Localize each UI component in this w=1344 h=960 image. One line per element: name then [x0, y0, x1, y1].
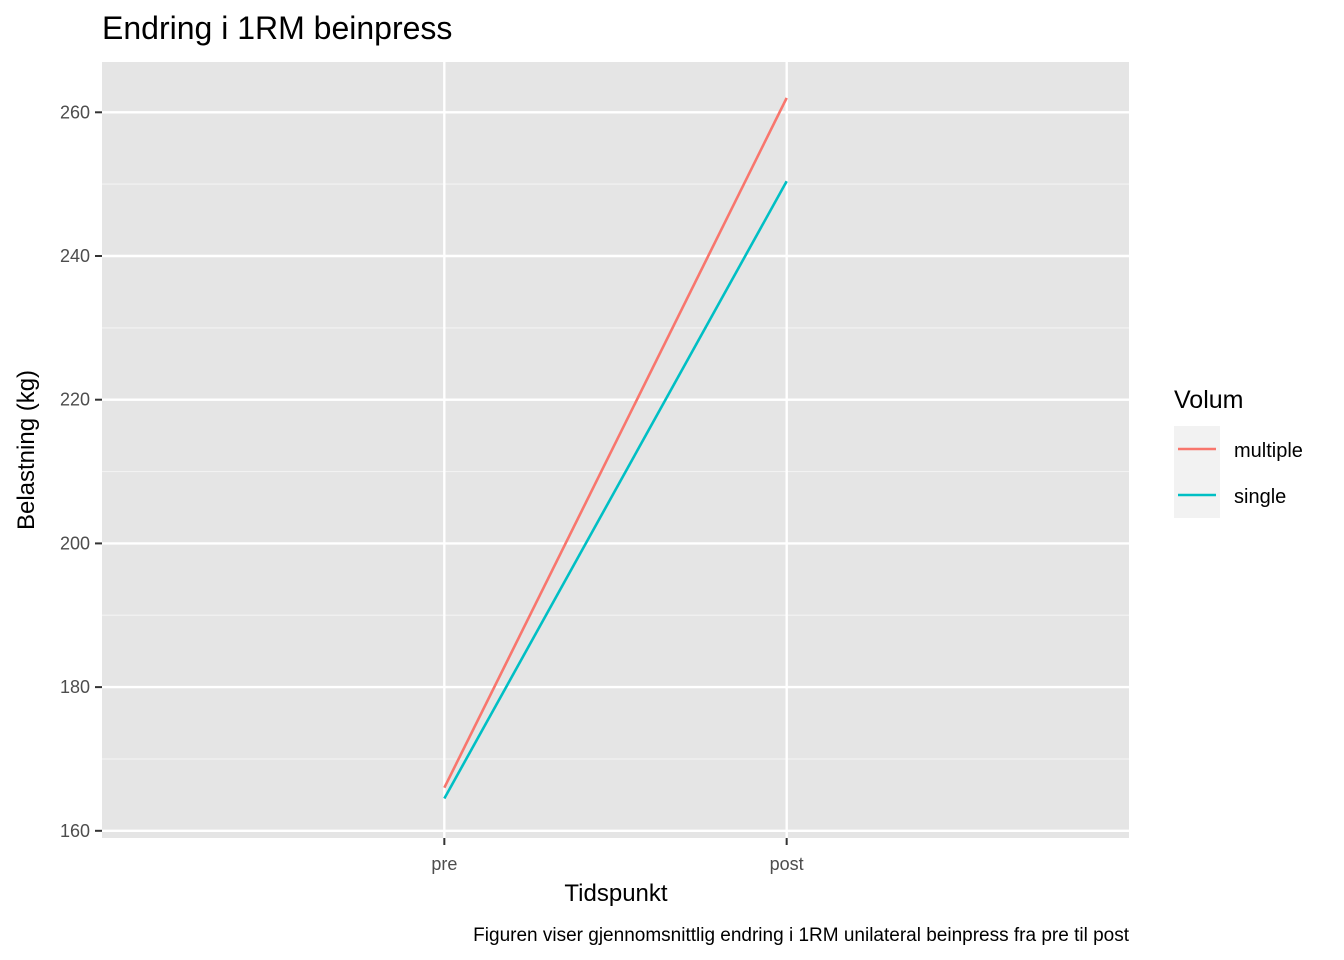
y-tick-label: 180 [60, 677, 90, 697]
legend-title: Volum [1174, 386, 1243, 414]
y-axis-title: Belastning (kg) [13, 370, 40, 530]
chart-caption: Figuren viser gjennomsnittlig endring i … [473, 925, 1130, 946]
legend: Volum multiple single [1174, 386, 1303, 518]
series-lines [443, 97, 788, 800]
plot-panel [102, 62, 1129, 838]
x-tick-label: pre [431, 854, 457, 874]
y-tick-label: 240 [60, 246, 90, 266]
x-axis: pre post [431, 838, 804, 874]
y-tick-label: 260 [60, 102, 90, 122]
legend-label-single: single [1234, 486, 1286, 508]
legend-label-multiple: multiple [1234, 440, 1303, 462]
major-gridlines [102, 62, 1129, 838]
series-line-single [443, 180, 788, 800]
chart-title: Endring i 1RM beinpress [102, 10, 452, 46]
y-tick-label: 200 [60, 533, 90, 553]
x-tick-label: post [770, 854, 804, 874]
y-tick-label: 160 [60, 821, 90, 841]
y-tick-label: 220 [60, 390, 90, 410]
legend-key-background [1174, 426, 1220, 518]
series-line-multiple [443, 97, 788, 789]
y-axis: 160 180 200 220 240 260 [60, 102, 102, 841]
x-axis-title: Tidspunkt [564, 880, 667, 907]
minor-gridlines [102, 183, 1129, 760]
